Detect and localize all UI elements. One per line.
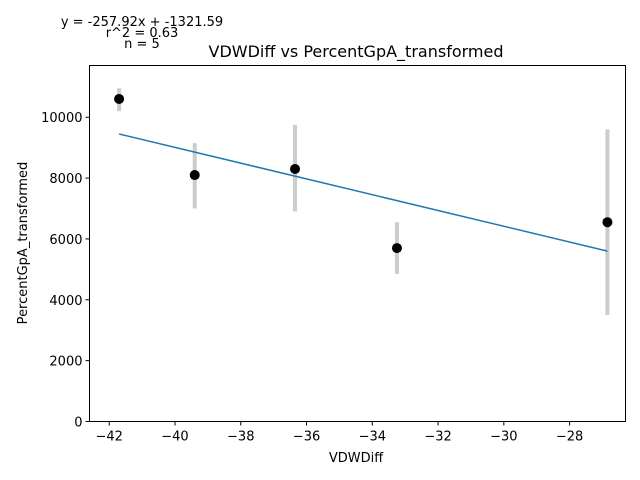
x-tick-label: −38	[227, 430, 254, 445]
y-tick-label: 0	[74, 416, 82, 431]
data-point-2	[290, 163, 301, 174]
x-tick-label: −32	[424, 430, 451, 445]
x-tick-label: −42	[96, 430, 123, 445]
x-tick-label: −36	[293, 430, 320, 445]
data-points-layer	[114, 93, 613, 254]
n-annotation: n = 5	[124, 37, 160, 52]
x-axis-label: VDWDiff	[329, 451, 384, 466]
x-tick-label: −30	[490, 430, 517, 445]
errorbar-layer	[117, 88, 610, 316]
y-tick-label: 2000	[49, 355, 82, 370]
y-axis-ticks: 0 2000 4000 6000 8000 10000	[41, 111, 90, 431]
data-point-0	[114, 93, 125, 104]
x-tick-label: −28	[556, 430, 583, 445]
fit-line	[118, 133, 608, 252]
fit-line-layer	[118, 133, 608, 252]
x-tick-label: −34	[359, 430, 386, 445]
x-axis-ticks: −42 −40 −38 −36 −34 −32 −30 −28	[96, 421, 583, 445]
y-tick-label: 4000	[49, 294, 82, 309]
y-tick-label: 10000	[41, 111, 82, 126]
y-axis-label: PercentGpA_transformed	[16, 162, 31, 325]
y-tick-label: 6000	[49, 233, 82, 248]
y-tick-label: 8000	[49, 172, 82, 187]
equation-annotation: y = -257.92x + -1321.59	[61, 15, 223, 30]
data-point-4	[602, 217, 613, 228]
plot-frame	[89, 65, 626, 422]
data-point-3	[391, 243, 402, 254]
data-point-1	[189, 170, 200, 181]
x-tick-label: −40	[161, 430, 188, 445]
chart-title: VDWDiff vs PercentGpA_transformed	[209, 42, 504, 62]
r-squared-annotation: r^2 = 0.63	[106, 26, 179, 41]
